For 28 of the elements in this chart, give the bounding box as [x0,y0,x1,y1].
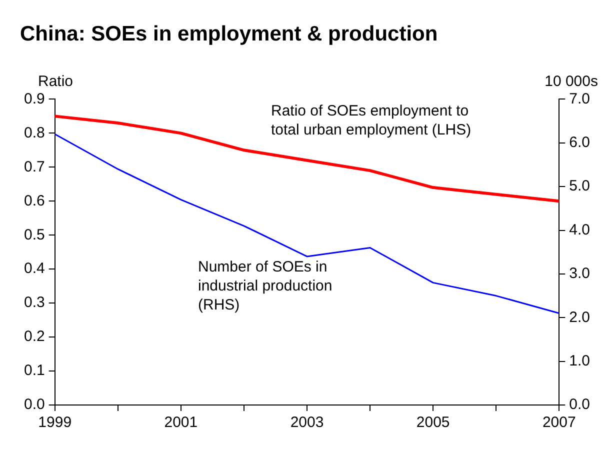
y-tick-label: 0.2 [24,328,45,346]
y2-tick-label: 3.0 [569,265,590,282]
y-axis-title: Ratio [38,72,74,90]
y2-tick-label: 6.0 [569,134,590,152]
y-tick-label: 0.0 [24,396,45,414]
y-tick-label: 0.1 [24,362,45,380]
y2-tick-label: 5.0 [569,178,590,195]
y-tick-label: 0.6 [24,192,45,210]
x-tick-label: 2007 [542,414,576,432]
y-tick-label: 0.7 [24,158,45,176]
y2-tick-label: 2.0 [569,308,590,326]
x-tick-label: 2005 [416,414,450,432]
y-tick-label: 0.8 [24,124,45,142]
chart-title: China: SOEs in employment & production [20,22,438,46]
y2-tick-label: 0.0 [569,396,590,414]
series-label: Number of SOEs in industrial production (RHS) [198,258,332,314]
y2-tick-label: 1.0 [569,352,590,370]
x-tick-label: 1999 [38,414,72,432]
y-tick-label: 0.9 [24,90,45,108]
y2-tick-label: 4.0 [569,221,590,238]
x-tick-label: 2003 [290,414,324,432]
series-label: Ratio of SOEs employment to total urban employment (LHS) [271,102,472,139]
y-tick-label: 0.5 [24,226,45,244]
x-tick-label: 2001 [164,414,198,432]
y2-axis-title: 10 000s [544,72,598,90]
y2-tick-label: 7.0 [569,90,590,108]
y-tick-label: 0.4 [24,260,45,278]
y-tick-label: 0.3 [24,294,45,312]
